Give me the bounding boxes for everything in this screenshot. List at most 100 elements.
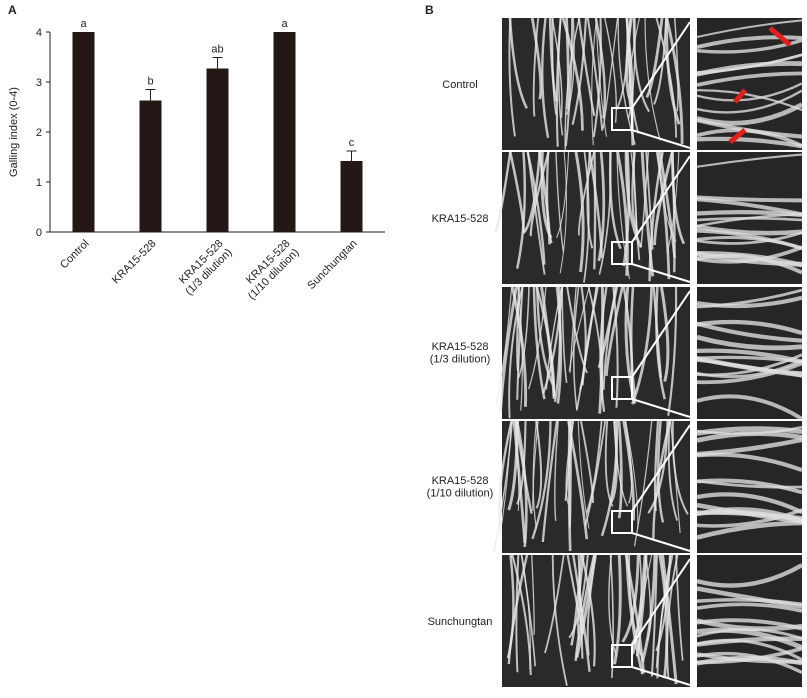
root-zoom (696, 478, 803, 495)
root (652, 286, 663, 378)
zoom-line (631, 532, 691, 552)
root (526, 151, 546, 275)
root-zoom (696, 655, 803, 666)
root (574, 151, 585, 273)
x-tick-label: KRA15-528(1/10 dilution) (237, 238, 302, 303)
root-zoom (696, 479, 803, 489)
root (647, 420, 669, 514)
root (580, 420, 594, 503)
photo (502, 287, 690, 419)
root (536, 286, 554, 385)
root (594, 17, 607, 119)
root (621, 554, 640, 643)
root-zoom (696, 295, 803, 309)
root (514, 420, 520, 511)
root-zoom (696, 89, 803, 112)
root (622, 151, 631, 267)
zoom-line (631, 263, 691, 283)
root (671, 420, 689, 515)
annotation: ab (211, 44, 223, 56)
root-zoom (696, 426, 803, 436)
bar (206, 68, 229, 232)
root (631, 286, 653, 405)
root (616, 151, 631, 280)
root-zoom (696, 71, 803, 87)
root (555, 151, 565, 253)
root-zoom (696, 251, 803, 268)
zoom-line (631, 21, 691, 109)
root (508, 17, 516, 137)
root-zoom (696, 636, 803, 647)
root (587, 286, 604, 401)
root (577, 554, 585, 640)
root (625, 554, 644, 675)
root (586, 17, 604, 131)
root-zoom (696, 507, 803, 523)
root (627, 17, 636, 120)
root (602, 17, 619, 129)
root-zoom (696, 520, 803, 540)
root-zoom (696, 586, 803, 609)
root-zoom (696, 321, 803, 343)
zoom-line (631, 558, 691, 646)
root (617, 17, 636, 145)
root (608, 554, 618, 657)
arrow (768, 26, 792, 47)
root (667, 286, 678, 416)
root (561, 286, 568, 384)
root-zoom (696, 213, 803, 228)
root (661, 554, 678, 685)
root (530, 17, 543, 100)
annotation: a (281, 18, 288, 30)
root (535, 286, 556, 399)
x-tick-label: KRA15-528(1/3 dilution) (174, 238, 234, 298)
row-label: Control (442, 79, 477, 91)
y-tick-label: 4 (36, 27, 42, 39)
inset-box (611, 107, 633, 131)
y-tick-label: 2 (36, 127, 42, 139)
root-zoom (696, 136, 803, 149)
root (495, 286, 513, 406)
root (591, 17, 598, 146)
root (581, 286, 599, 386)
root (604, 17, 617, 123)
root (514, 420, 533, 514)
root-zoom (696, 89, 803, 114)
arrow (733, 88, 747, 104)
root-zoom (696, 102, 804, 126)
root (640, 151, 655, 277)
root (622, 420, 636, 521)
root (528, 286, 547, 390)
root (655, 286, 666, 400)
root (658, 554, 669, 679)
root (577, 17, 596, 116)
root (548, 17, 558, 102)
zoom-line (631, 290, 691, 378)
root-zoom (696, 288, 803, 309)
root (538, 151, 551, 245)
root-zoom (696, 563, 804, 588)
root (557, 17, 564, 136)
inset-box (611, 241, 633, 265)
root (532, 420, 537, 529)
root-zoom (696, 19, 803, 38)
root-zoom (696, 492, 803, 515)
root-zoom (696, 245, 803, 264)
root (506, 554, 515, 659)
root (541, 420, 558, 543)
root (551, 17, 563, 119)
root (541, 17, 550, 139)
root (673, 17, 679, 112)
root (508, 17, 528, 109)
root (532, 17, 540, 117)
root (509, 151, 525, 234)
root (588, 151, 604, 259)
bar (72, 32, 95, 232)
root (551, 554, 568, 686)
root (554, 420, 559, 521)
row-label: Sunchungtan (428, 616, 493, 628)
root (542, 286, 564, 394)
bar (273, 32, 296, 232)
root-zoom (696, 319, 803, 336)
